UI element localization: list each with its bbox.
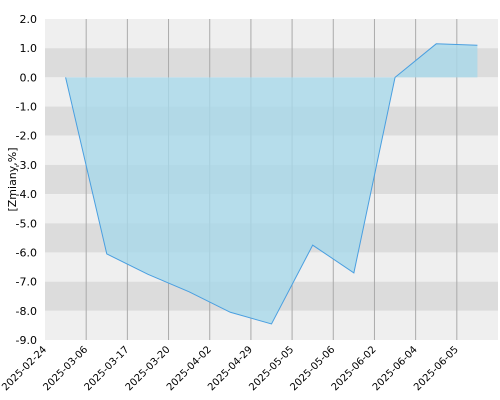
- y-tick-label: -7.0: [16, 276, 37, 289]
- y-tick-label: -2.0: [16, 130, 37, 143]
- y-tick-label: -4.0: [16, 188, 37, 201]
- y-tick-label: -3.0: [16, 159, 37, 172]
- y-tick-label: -6.0: [16, 246, 37, 259]
- series-line: [65, 43, 478, 325]
- y-tick-label: -1.0: [16, 101, 37, 114]
- y-tick-label: -8.0: [16, 305, 37, 318]
- x-tick-labels: 2025-02-242025-03-062025-03-172025-03-20…: [0, 344, 461, 393]
- y-tick-label: -9.0: [16, 334, 37, 347]
- y-tick-label: 1.0: [20, 42, 38, 55]
- y-axis-label: [Zmiany,%]: [6, 147, 19, 211]
- y-tick-label: -5.0: [16, 217, 37, 230]
- y-tick-labels: 2.0 1.0 0.0 -1.0 -2.0 -3.0 -4.0 -5.0 -6.0 -7.0 -8.…: [16, 13, 37, 347]
- y-tick-label: 0.0: [20, 71, 38, 84]
- band: [45, 19, 498, 49]
- x-tick-label: 2025-06-05: [412, 344, 461, 393]
- area-fill: [65, 43, 478, 324]
- y-tick-label: 2.0: [20, 13, 38, 26]
